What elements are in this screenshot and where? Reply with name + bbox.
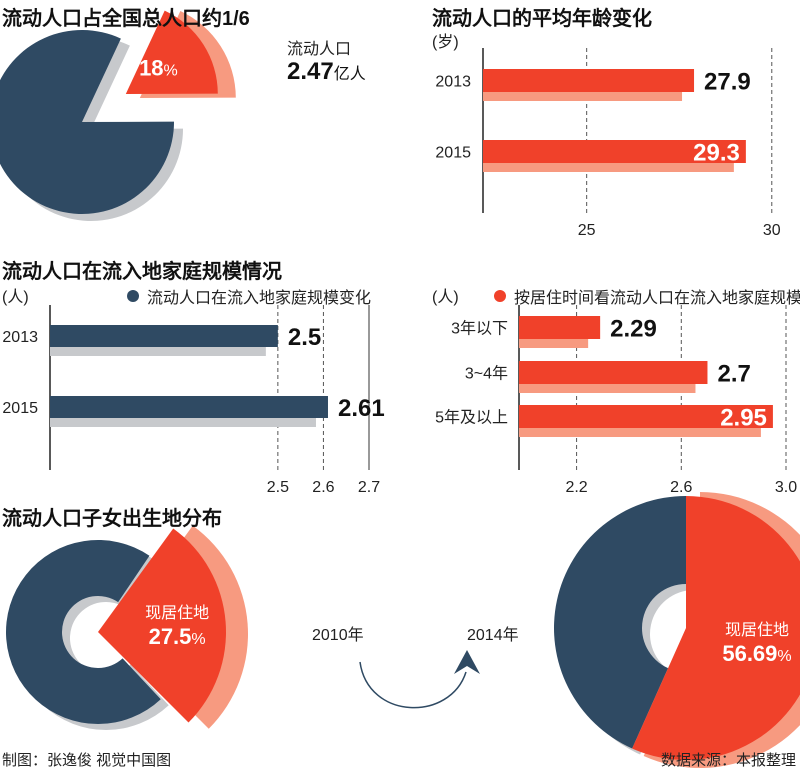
pie-share-slice-population (125, 10, 218, 94)
legend-dot-navy (127, 290, 139, 302)
family-residence-chart-value-label: 2.29 (610, 316, 657, 343)
birth-2014-remainder (554, 496, 686, 749)
pie-share-annotation-label: 流动人口 (287, 40, 351, 58)
family-year-chart-value-label: 2.61 (338, 395, 385, 422)
family-residence-chart-bar (519, 361, 708, 384)
pie-share-remainder (0, 30, 174, 214)
age-chart-value-label: 27.9 (704, 69, 751, 96)
legend-family-left: 流动人口在流入地家庭规模变化 (127, 284, 371, 308)
family-residence-chart-value-label: 2.7 (717, 361, 750, 388)
birth-arrow-curve (359, 661, 467, 709)
birth-2010-slice-current-residence (98, 528, 226, 723)
unit-age: (岁) (432, 34, 459, 51)
family-year-chart-tick-label: 2.6 (312, 479, 334, 496)
family-residence-chart-bar (519, 405, 773, 428)
unit-family-left: (人) (2, 289, 29, 306)
birth-2014-slice-label: 现居住地 (725, 621, 789, 639)
title-family-size: 流动人口在流入地家庭规模情况 (2, 261, 282, 283)
age-chart-bar (483, 140, 746, 163)
legend-family-left-label: 流动人口在流入地家庭规模变化 (147, 290, 372, 307)
family-year-chart-tick-label: 2.5 (267, 479, 289, 496)
family-residence-chart-tick-label: 2.6 (670, 479, 692, 496)
family-year-chart-value-label: 2.5 (288, 324, 321, 351)
pie-share-annotation-value: 2.47亿人 (287, 58, 366, 85)
pie-share-pct-label: 18% (139, 56, 178, 81)
family-year-chart-category-label: 2015 (2, 400, 38, 417)
legend-family-right: 按居住时间看流动人口在流入地家庭规模 (494, 284, 800, 308)
family-residence-chart-category-label: 3~4年 (465, 365, 508, 383)
birth-arrow-head-icon (454, 650, 480, 674)
age-chart-bar (483, 69, 695, 92)
family-residence-chart-category-label: 5年及以上 (435, 409, 508, 427)
legend-family-right-label: 按居住时间看流动人口在流入地家庭规模 (514, 290, 800, 307)
family-year-chart-bar (50, 325, 278, 347)
footer-source: 数据来源：本报整理 (660, 752, 796, 769)
birth-2010-slice-pct: 27.5% (149, 624, 206, 649)
age-chart-tick-label: 30 (763, 222, 781, 239)
birth-year-2010: 2010年 (312, 626, 364, 644)
family-residence-chart-tick-label: 2.2 (565, 479, 587, 496)
age-chart-value-label: 29.3 (693, 140, 740, 167)
birth-year-2014: 2014年 (467, 626, 519, 644)
family-year-chart-category-label: 2013 (2, 329, 38, 346)
family-residence-chart-category-label: 3年以下 (451, 320, 508, 338)
title-population-share: 流动人口占全国总人口约1/6 (2, 8, 250, 30)
legend-dot-red (494, 290, 506, 302)
birth-2010-slice-label: 现居住地 (145, 604, 209, 622)
family-year-chart-tick-label: 2.7 (358, 479, 380, 496)
title-birthplace: 流动人口子女出生地分布 (2, 508, 222, 530)
birth-2014-slice-current-residence (632, 496, 800, 760)
birth-2014-slice-pct: 56.69% (722, 641, 791, 666)
unit-family-right: (人) (432, 289, 459, 306)
family-year-chart-bar (50, 396, 328, 418)
age-chart-tick-label: 25 (578, 222, 596, 239)
age-chart-category-label: 2013 (435, 74, 471, 91)
family-residence-chart-value-label: 2.95 (720, 405, 767, 432)
title-average-age: 流动人口的平均年龄变化 (432, 8, 652, 30)
footer-credit: 制图：张逸俊 视觉中国图 (2, 752, 172, 769)
family-residence-chart-bar (519, 316, 601, 339)
birth-2010-remainder (6, 540, 161, 724)
age-chart-category-label: 2015 (435, 145, 471, 162)
family-residence-chart-tick-label: 3.0 (775, 479, 797, 496)
